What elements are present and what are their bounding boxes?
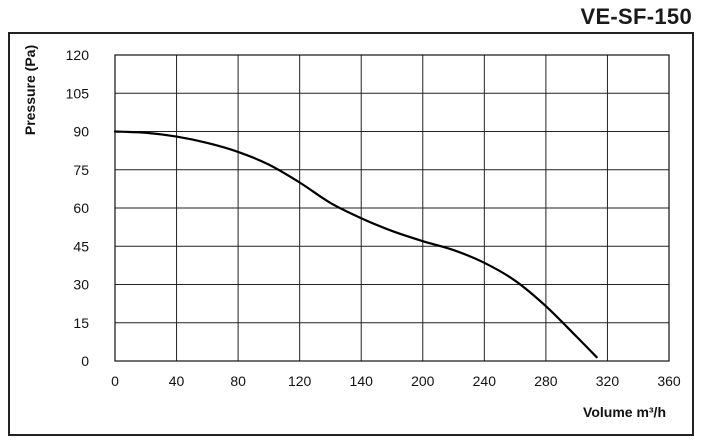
x-tick-label: 40	[169, 373, 185, 389]
y-tick-label: 0	[81, 353, 89, 369]
x-tick-label: 360	[657, 373, 681, 389]
x-tick-label: 240	[473, 373, 497, 389]
y-tick-label: 105	[66, 85, 90, 101]
y-tick-label: 60	[73, 200, 89, 216]
x-tick-label: 140	[350, 373, 374, 389]
y-tick-label: 45	[73, 238, 89, 254]
y-tick-label: 120	[66, 47, 90, 63]
y-tick-label: 90	[73, 124, 89, 140]
y-axis-ticks: 0 15 30 45 60 75 90 105 120	[66, 47, 90, 369]
x-tick-label: 80	[230, 373, 246, 389]
chart-frame	[8, 32, 694, 436]
chart-title: VE-SF-150	[580, 4, 692, 29]
x-axis-ticks: 0 40 80 120 140 200 240 280 320 360	[111, 373, 681, 389]
plot-area-border	[114, 54, 670, 362]
y-tick-label: 15	[73, 315, 89, 331]
y-tick-label: 30	[73, 277, 89, 293]
series-group	[113, 130, 598, 359]
grid	[114, 54, 670, 362]
series-line	[113, 130, 598, 359]
y-axis-label: Pressure (Pa)	[22, 45, 38, 135]
x-tick-label: 320	[596, 373, 620, 389]
y-tick-label: 75	[73, 162, 89, 178]
x-tick-label: 280	[534, 373, 558, 389]
x-tick-label: 0	[111, 373, 119, 389]
x-axis-label: Volume m³/h	[583, 404, 666, 420]
x-tick-label: 120	[288, 373, 312, 389]
x-tick-label: 200	[411, 373, 435, 389]
